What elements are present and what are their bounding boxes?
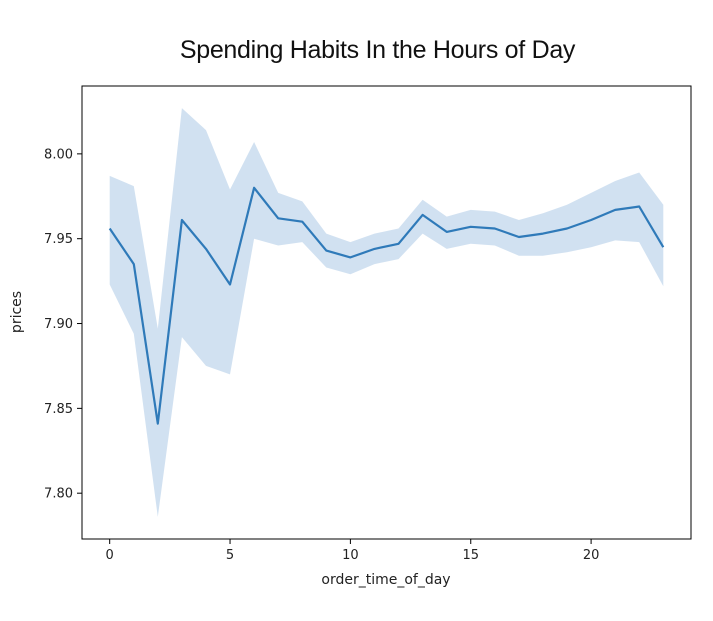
y-axis-label: prices	[9, 291, 25, 333]
data-point	[156, 422, 160, 426]
data-point	[252, 186, 256, 190]
series-line	[108, 186, 665, 425]
plot-frame	[81, 85, 692, 540]
data-point	[445, 230, 449, 234]
y-tick-label: 7.90	[44, 317, 73, 332]
data-point	[421, 213, 425, 217]
data-point	[373, 247, 377, 251]
y-tick-label: 8.00	[44, 147, 73, 162]
data-point	[637, 205, 641, 209]
confidence-band-layer	[109, 108, 664, 517]
line-layer	[108, 186, 665, 426]
y-axis: 7.80 7.85 7.90 7.95 8.00	[44, 147, 82, 502]
y-tick-label: 7.85	[44, 402, 73, 417]
data-point	[300, 220, 304, 224]
data-point	[132, 262, 136, 266]
confidence-band	[109, 108, 664, 517]
data-point	[204, 247, 208, 251]
x-tick-label: 15	[462, 548, 479, 563]
data-point	[493, 227, 497, 231]
x-tick-label: 10	[342, 548, 359, 563]
data-point	[613, 208, 617, 212]
data-point	[397, 242, 401, 246]
data-point	[108, 227, 112, 231]
data-point	[348, 255, 352, 259]
data-point	[541, 232, 545, 236]
x-axis: 0 5 10 15 20	[106, 539, 600, 563]
data-point	[469, 225, 473, 229]
data-point	[565, 227, 569, 231]
data-point	[517, 235, 521, 239]
y-tick-label: 7.80	[44, 487, 73, 502]
x-tick-label: 0	[106, 548, 114, 563]
chart-title: Spending Habits In the Hours of Day	[179, 36, 576, 64]
data-point	[276, 216, 280, 220]
x-axis-label: order_time_of_day	[321, 572, 450, 588]
x-tick-label: 20	[583, 548, 600, 563]
data-point	[228, 283, 232, 287]
data-point	[589, 218, 593, 222]
x-tick-label: 5	[226, 548, 234, 563]
data-point	[180, 218, 184, 222]
data-point	[661, 245, 665, 249]
data-point	[324, 249, 328, 253]
y-tick-label: 7.95	[44, 232, 73, 247]
